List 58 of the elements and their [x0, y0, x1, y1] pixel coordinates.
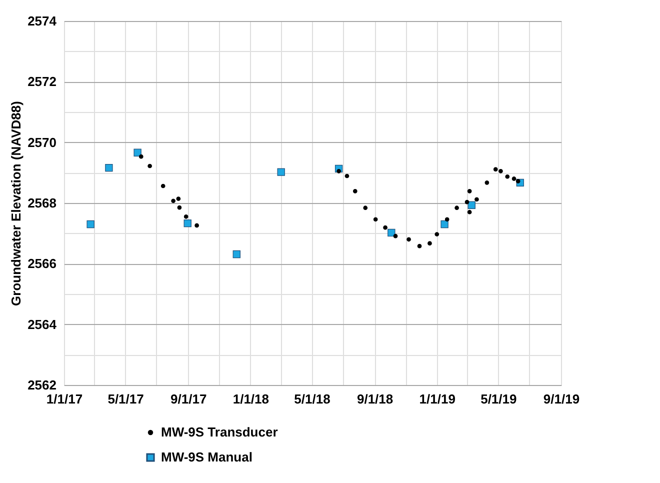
point [148, 164, 152, 168]
point [440, 220, 448, 228]
point [383, 225, 388, 230]
point [171, 198, 176, 204]
point [493, 167, 498, 172]
point [352, 189, 358, 194]
point [176, 196, 181, 201]
point [184, 214, 188, 219]
y-tick-label: 2562 [28, 378, 56, 392]
point [464, 200, 470, 204]
point [232, 250, 240, 258]
point [516, 178, 520, 184]
point [138, 154, 144, 159]
point [105, 164, 113, 172]
point [512, 176, 516, 181]
point [86, 220, 94, 228]
legend-label: MW-9S Manual [161, 450, 252, 464]
point [467, 210, 472, 214]
x-tick-label: 9/1/19 [543, 392, 580, 406]
point [344, 174, 350, 178]
x-tick-label: 1/1/18 [232, 392, 270, 406]
x-tick-label: 1/1/19 [419, 392, 456, 406]
point [484, 180, 490, 185]
point [505, 174, 510, 179]
point [434, 232, 440, 236]
point [444, 217, 450, 222]
point [177, 205, 182, 210]
x-tick-label: 5/1/17 [108, 392, 144, 406]
y-tick-label: 2572 [28, 74, 56, 90]
point [134, 148, 142, 156]
point [454, 206, 459, 210]
y-tick-label: 2566 [28, 256, 56, 272]
point [160, 184, 166, 188]
point [277, 168, 285, 176]
point [474, 197, 479, 202]
x-tick-label: 5/1/19 [480, 392, 517, 406]
legend-label: MW-9S Transducer [161, 424, 278, 440]
point [467, 189, 472, 194]
y-tick-label: 2574 [28, 14, 58, 28]
point [373, 217, 378, 222]
point [194, 223, 199, 228]
x-tick-label: 9/1/18 [356, 392, 394, 406]
point [468, 201, 476, 209]
y-tick-label: 2568 [28, 196, 56, 210]
point [393, 234, 398, 238]
y-tick-label: 2570 [28, 134, 56, 150]
x-tick-label: 5/1/18 [294, 392, 330, 406]
x-tick-label: 9/1/17 [170, 392, 207, 406]
point [417, 244, 422, 248]
point [184, 219, 192, 228]
point [363, 206, 368, 210]
point [406, 237, 411, 242]
x-tick-label: 1/1/17 [46, 392, 83, 406]
point [428, 241, 432, 246]
point [388, 228, 396, 237]
y-tick-label: 2564 [28, 316, 58, 332]
point [498, 168, 503, 174]
y-axis-title: Groundwater Elevation (NAVD88) [8, 101, 24, 306]
